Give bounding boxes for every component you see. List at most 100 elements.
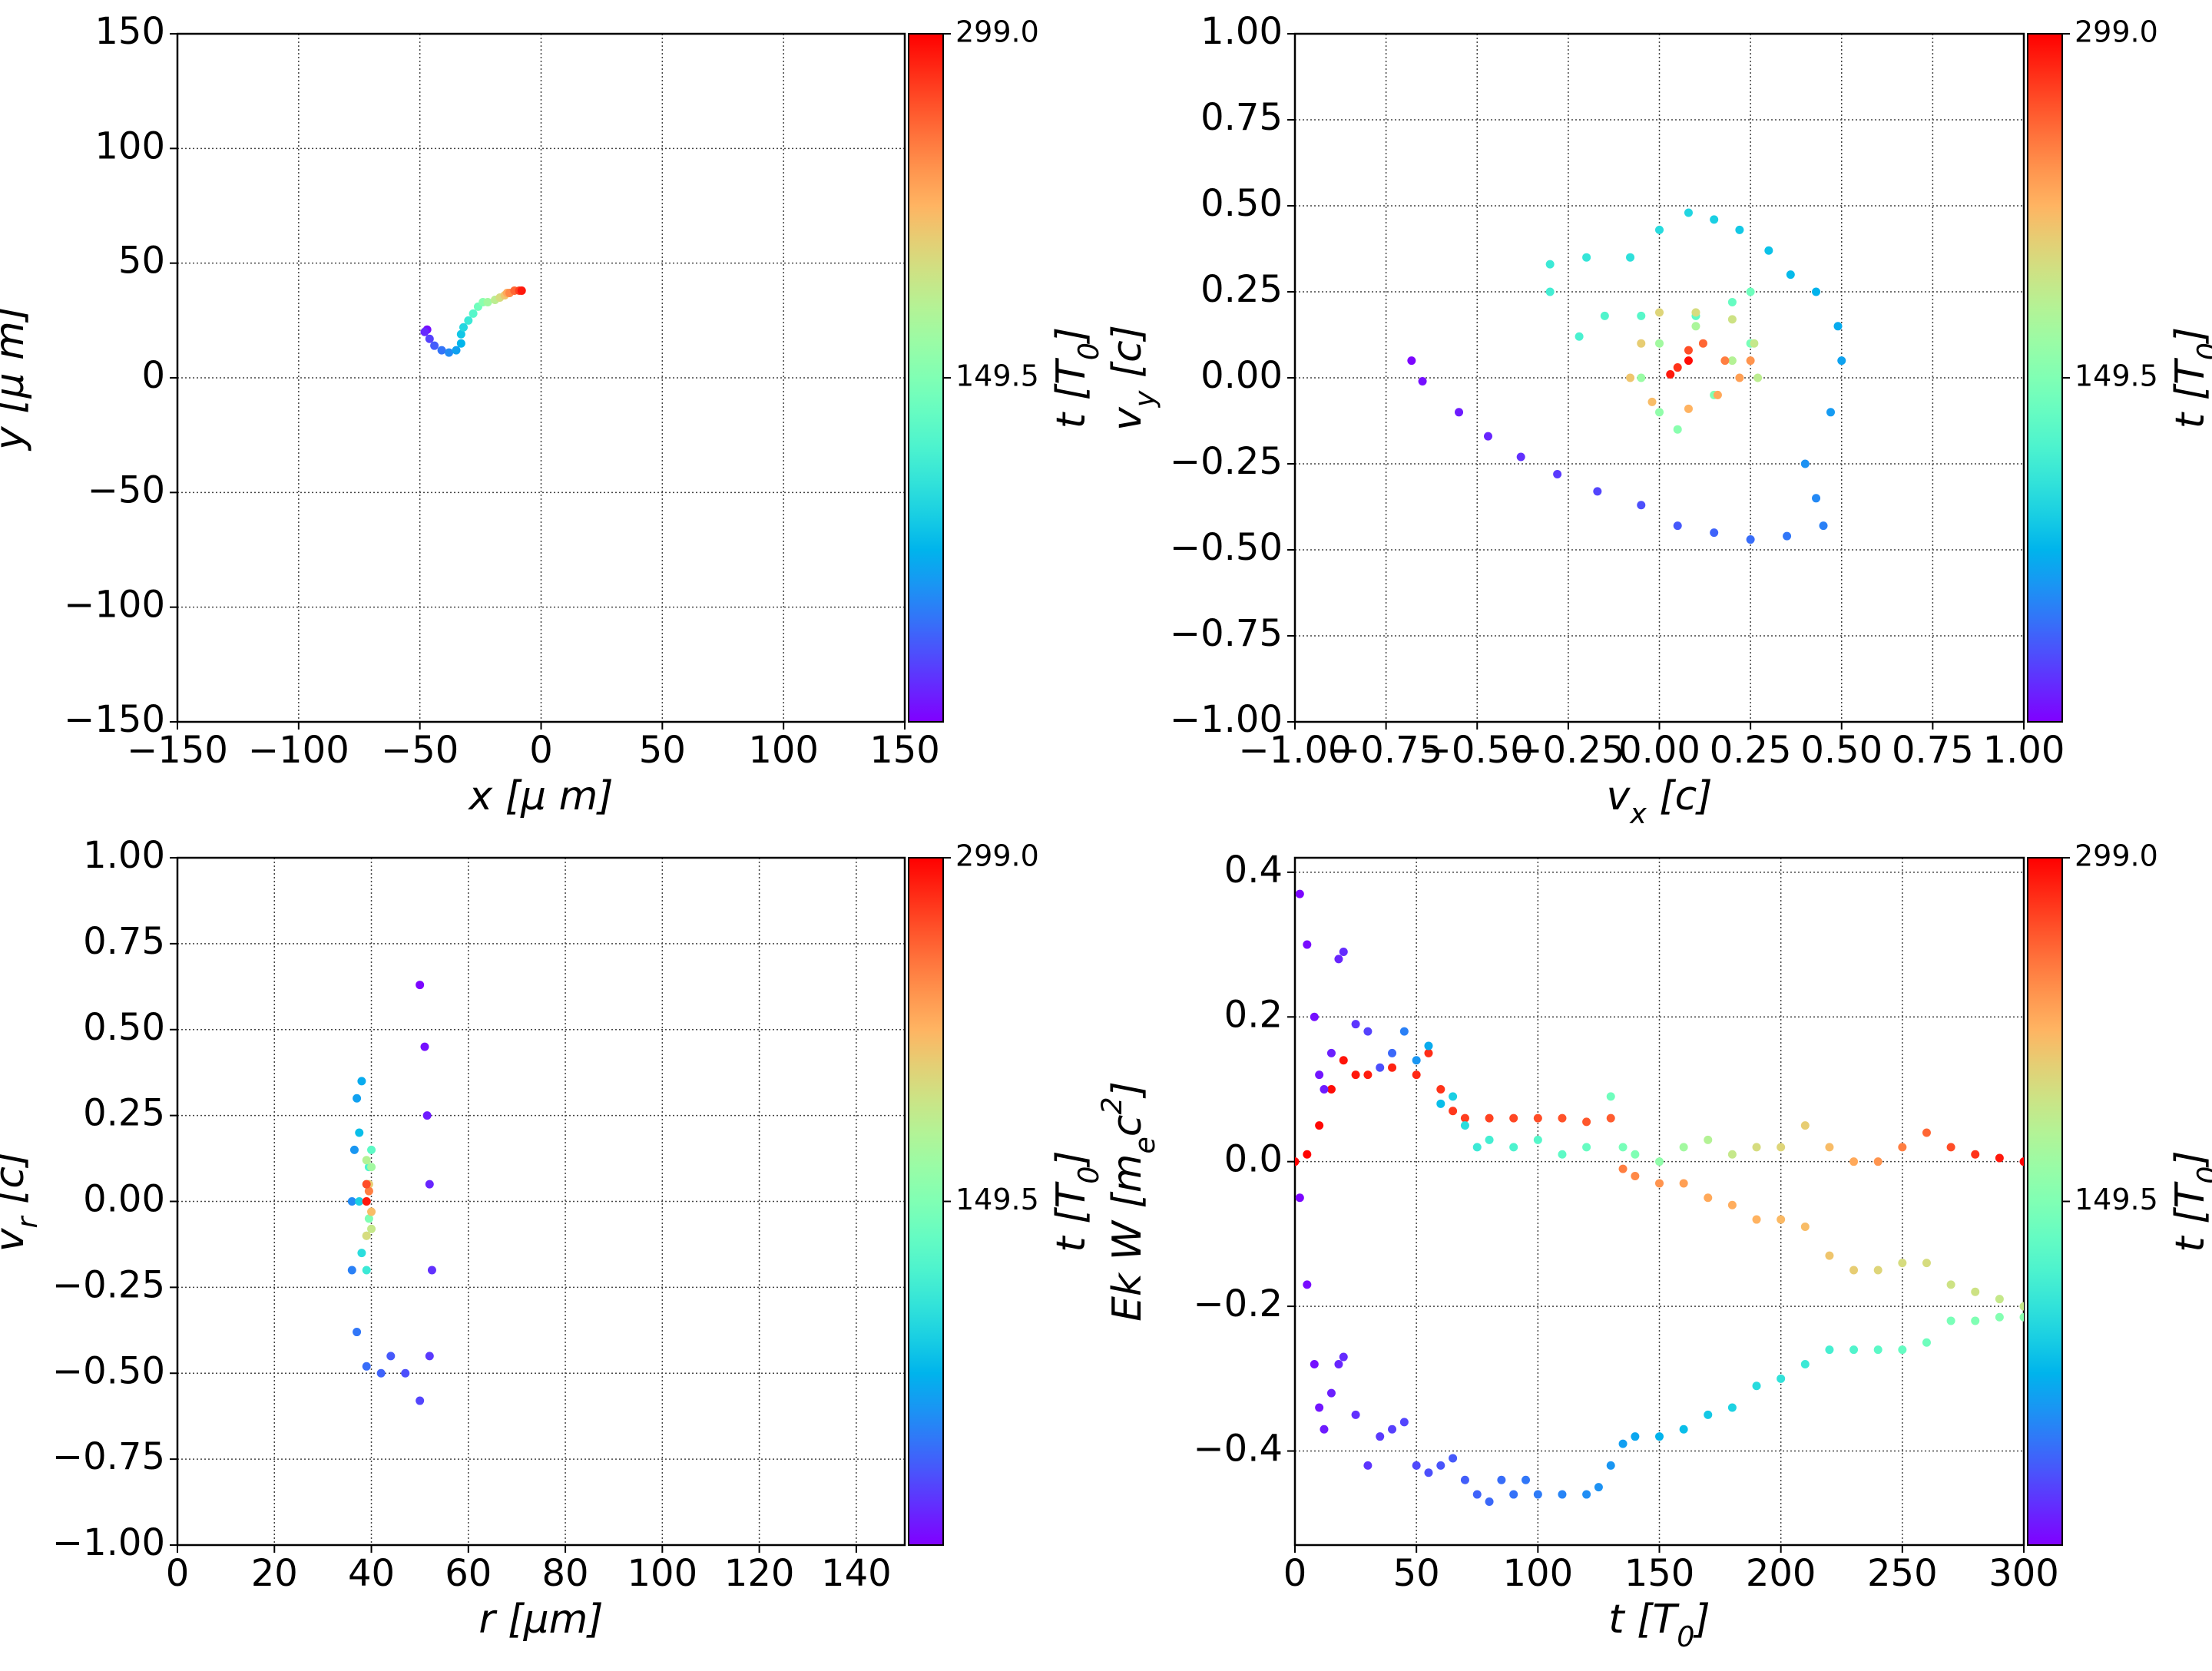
point [483, 297, 492, 306]
point [1898, 1345, 1907, 1355]
point [1655, 225, 1664, 234]
point [1320, 1084, 1329, 1094]
colorbar-tick-label: 299.0 [2075, 839, 2158, 873]
point [517, 286, 526, 296]
subplot: −1.00−0.75−0.50−0.250.00 0.25 0.50 0.75 1.00… [1104, 10, 2212, 830]
point [1873, 1345, 1883, 1355]
point [1735, 373, 1744, 382]
colorbar-tick-label: 149.5 [955, 359, 1039, 393]
point [1320, 1424, 1329, 1434]
y-tick-label: −1.00 [52, 1521, 165, 1564]
point [1485, 1135, 1494, 1144]
point [1618, 1164, 1628, 1173]
colorbar-label: t [T0] [1048, 327, 1105, 429]
point [425, 1352, 434, 1361]
point [1455, 408, 1464, 417]
point [1946, 1143, 1955, 1152]
colorbar-tick-label: 299.0 [2075, 15, 2158, 49]
point [1666, 370, 1675, 379]
plot-frame [176, 32, 906, 723]
point [1631, 1432, 1640, 1441]
point [1837, 356, 1846, 366]
point [1691, 322, 1700, 331]
point [1727, 1150, 1737, 1159]
colorbar-label: t [T0] [2167, 1150, 2212, 1252]
point [1339, 1056, 1348, 1065]
point [416, 981, 425, 990]
point [1436, 1099, 1445, 1108]
plot-frame [1293, 32, 2025, 723]
point [1449, 1454, 1458, 1463]
point [1582, 1490, 1591, 1499]
point [427, 1266, 436, 1275]
point [422, 1111, 432, 1120]
point [1812, 494, 1821, 503]
y-tick-label: −0.25 [52, 1263, 165, 1306]
colorbar [2027, 857, 2063, 1546]
x-tick-label: 1.00 [1983, 729, 2065, 772]
colorbar-tick-label: 299.0 [955, 839, 1039, 873]
point [1800, 459, 1810, 468]
point [1326, 1048, 1336, 1057]
points [1295, 889, 2024, 1506]
point [1673, 363, 1682, 372]
point [1509, 1490, 1518, 1499]
point [367, 1224, 376, 1233]
point [1545, 260, 1555, 269]
point [1460, 1475, 1469, 1484]
point [1485, 1497, 1494, 1506]
point [1436, 1084, 1445, 1094]
y-tick-label: −50 [88, 468, 165, 511]
x-tick-label: 200 [1746, 1552, 1816, 1595]
point [362, 1197, 371, 1206]
point [2019, 1157, 2024, 1166]
point [1735, 225, 1744, 234]
colorbar-tick-label: 149.5 [955, 1183, 1039, 1216]
y-tick-label: 0 [141, 354, 165, 397]
point [425, 1180, 434, 1189]
point [1673, 425, 1682, 434]
x-tick-label: 140 [821, 1552, 892, 1595]
x-tick-label: 0.00 [1618, 729, 1700, 772]
point [464, 316, 473, 325]
point [1533, 1113, 1542, 1123]
point [1679, 1179, 1688, 1188]
point [1593, 487, 1602, 496]
point [1710, 215, 1719, 224]
x-tick-label: 60 [445, 1552, 492, 1595]
point [459, 323, 468, 332]
point [1295, 889, 1304, 898]
point [362, 1266, 371, 1275]
y-tick-label: 0.00 [1200, 354, 1283, 397]
point [1849, 1157, 1859, 1166]
point [362, 1156, 371, 1165]
point [1351, 1410, 1360, 1419]
point [1418, 376, 1427, 385]
point [1800, 1121, 1810, 1130]
point [1637, 373, 1646, 382]
x-tick-label: −1.00 [1238, 729, 1351, 772]
point [1388, 1063, 1397, 1072]
point [1946, 1280, 1955, 1289]
point [1363, 1027, 1373, 1036]
point [367, 1163, 376, 1172]
point [1825, 1345, 1834, 1355]
point [1310, 1012, 1319, 1021]
points [347, 981, 436, 1405]
x-tick-label: 300 [1988, 1552, 2059, 1595]
point [362, 1231, 371, 1240]
point [1655, 308, 1664, 317]
point [1376, 1432, 1385, 1441]
x-tick-label: −150 [127, 729, 228, 772]
point [1582, 1117, 1591, 1127]
colorbar-label: t [T0] [2167, 327, 2212, 429]
point [1303, 1150, 1312, 1159]
point [1326, 1388, 1336, 1398]
point [1558, 1150, 1567, 1159]
y-tick-label: 0.75 [83, 920, 165, 963]
point [1655, 1432, 1664, 1441]
point [1727, 1200, 1737, 1209]
y-tick-label: −0.25 [1170, 440, 1283, 483]
point [1558, 1490, 1567, 1499]
point [1727, 1403, 1737, 1412]
